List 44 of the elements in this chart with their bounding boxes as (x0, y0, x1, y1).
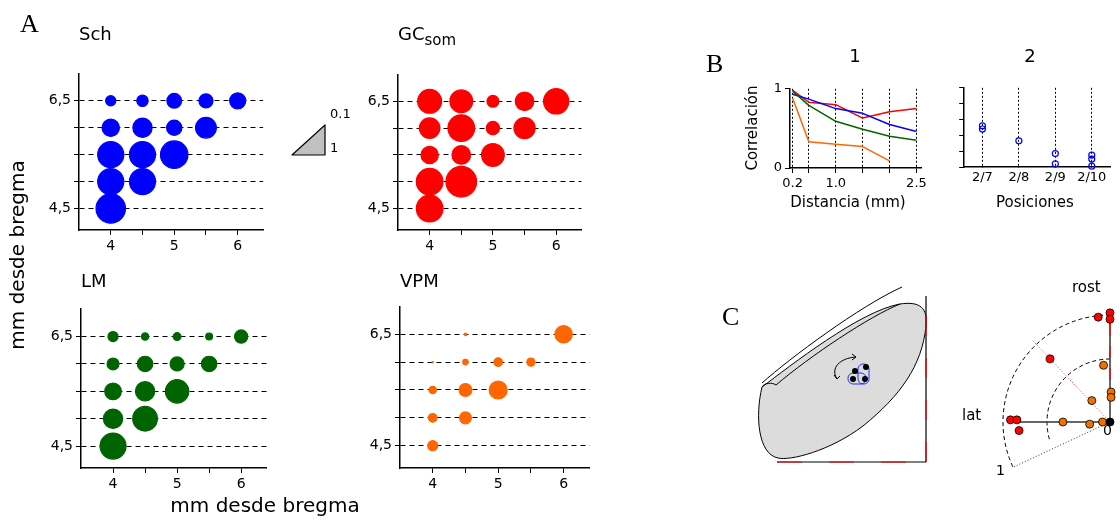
y-tick-label: 4,5 (50, 436, 73, 453)
x-tick-label: 2/10 (1077, 169, 1107, 185)
y-axis-title: mm desde bregma (5, 160, 29, 350)
y-tick-label: 4,5 (369, 436, 392, 453)
x-tick-label: 6 (236, 475, 246, 492)
x-tick-label: 6 (551, 237, 561, 254)
x-axis-title: Distancia (mm) (790, 193, 906, 211)
x-tick-label: 5 (169, 237, 179, 254)
chart-title: GC$_{som}$ (398, 23, 457, 49)
x-tick-label: 4 (108, 475, 118, 492)
x-tick-label: 5 (488, 237, 498, 254)
x-tick-label: 4 (425, 237, 435, 254)
x-tick-label: 1.0 (825, 175, 847, 191)
x-tick-label: 2.5 (906, 175, 927, 191)
text: 0.1 (330, 106, 351, 122)
x-tick-label: 6 (559, 475, 569, 492)
x-axis-title: mm desde bregma (170, 493, 360, 517)
y-tick-label: 6,5 (367, 91, 390, 108)
x-tick-label: 4 (428, 475, 438, 492)
text: 1 (330, 140, 339, 156)
chart-title: VPM (400, 270, 439, 291)
y-tick-label: 6,5 (50, 327, 73, 344)
x-tick-label: 5 (172, 475, 182, 492)
x-tick-label: 2/7 (971, 169, 993, 185)
x-tick-label: 2/8 (1008, 169, 1030, 185)
text: B (706, 49, 724, 79)
x-tick-label: 5 (493, 475, 503, 492)
chart-title: 2 (1024, 45, 1036, 66)
x-tick-label: 6 (233, 237, 243, 254)
y-tick-label: 6,5 (369, 324, 392, 341)
text: C (722, 302, 740, 332)
chart-title: 1 (849, 45, 861, 66)
y-tick-label: 4,5 (367, 199, 390, 216)
x-tick-label: 4 (106, 237, 116, 254)
text: lat (962, 406, 982, 424)
text: A (20, 9, 39, 39)
y-axis-title: Correlación (742, 85, 761, 171)
x-tick-label: 2/9 (1044, 169, 1066, 185)
y-tick-label: 6,5 (48, 91, 71, 108)
chart-title: Sch (79, 23, 112, 44)
chart-title: LM (81, 270, 107, 291)
x-axis-title: Posiciones (996, 193, 1074, 211)
y-tick-label: 4,5 (48, 199, 71, 216)
x-tick-label: 0.2 (782, 175, 804, 191)
